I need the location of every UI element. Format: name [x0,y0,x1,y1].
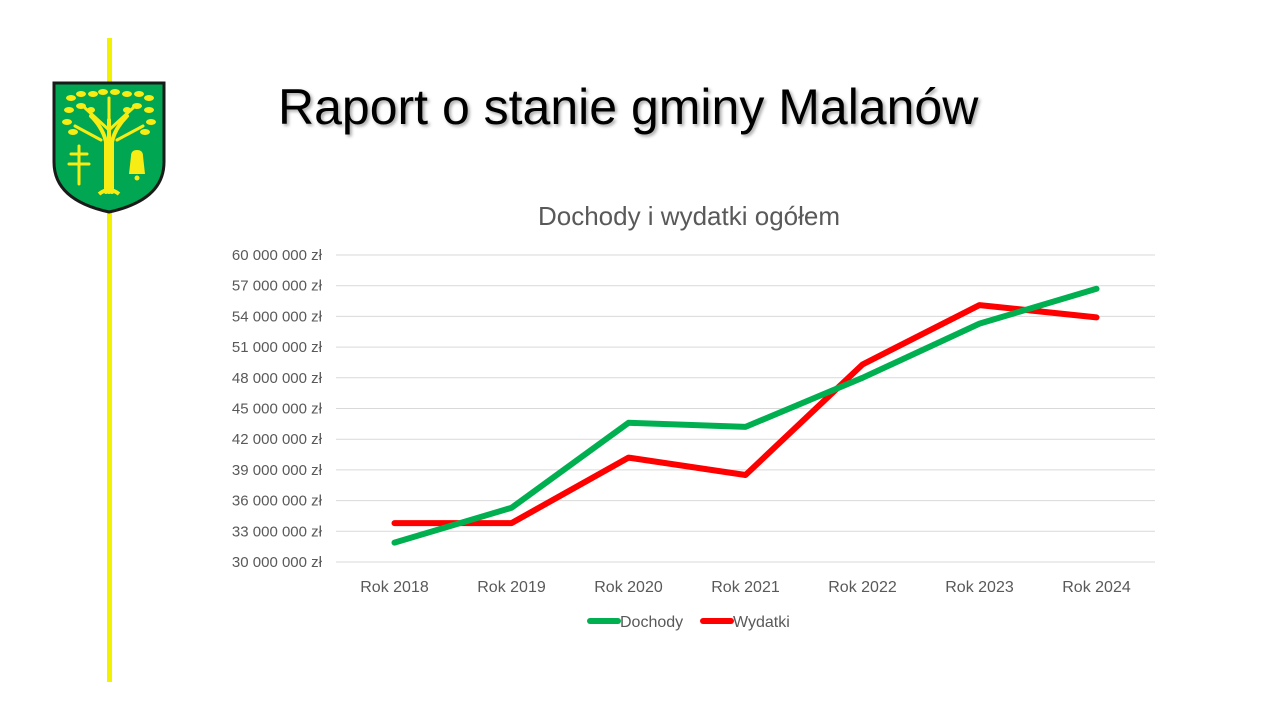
y-tick-label: 57 000 000 zł [232,278,323,295]
x-tick-label: Rok 2018 [360,579,429,596]
y-tick-label: 36 000 000 zł [232,493,323,510]
y-tick-label: 45 000 000 zł [232,401,323,418]
x-axis-ticks: Rok 2018 Rok 2019 Rok 2020 Rok 2021 Rok 2022… [360,579,1131,596]
y-tick-label: 48 000 000 zł [232,370,323,387]
coat-of-arms-icon [52,81,166,214]
y-axis-ticks: 30 000 000 zł 33 000 000 zł 36 000 000 zł 3… [232,247,323,571]
x-tick-label: Rok 2023 [945,579,1014,596]
gridlines [336,254,1155,563]
y-tick-label: 33 000 000 zł [232,523,323,540]
series-lines [391,285,1100,546]
x-tick-label: Rok 2019 [477,579,546,596]
legend-label-dochody: Dochody [620,614,683,631]
page-title: Raport o stanie gminy Malanów [278,79,979,135]
x-tick-label: Rok 2024 [1062,579,1131,596]
legend-label-wydatki: Wydatki [733,614,790,631]
series-line-dochody [391,285,1100,546]
y-tick-label: 42 000 000 zł [232,431,323,448]
y-tick-label: 30 000 000 zł [232,554,323,571]
x-tick-label: Rok 2021 [711,579,780,596]
y-tick-label: 54 000 000 zł [232,308,323,325]
y-tick-label: 39 000 000 zł [232,462,323,479]
legend: Dochody Wydatki [587,614,790,631]
y-tick-label: 60 000 000 zł [232,247,323,264]
chart-title: Dochody i wydatki ogółem [538,201,840,231]
accent-line [107,38,112,682]
series-line-wydatki [391,302,1100,527]
x-tick-label: Rok 2020 [594,579,663,596]
y-tick-label: 51 000 000 zł [232,339,323,356]
x-tick-label: Rok 2022 [828,579,897,596]
